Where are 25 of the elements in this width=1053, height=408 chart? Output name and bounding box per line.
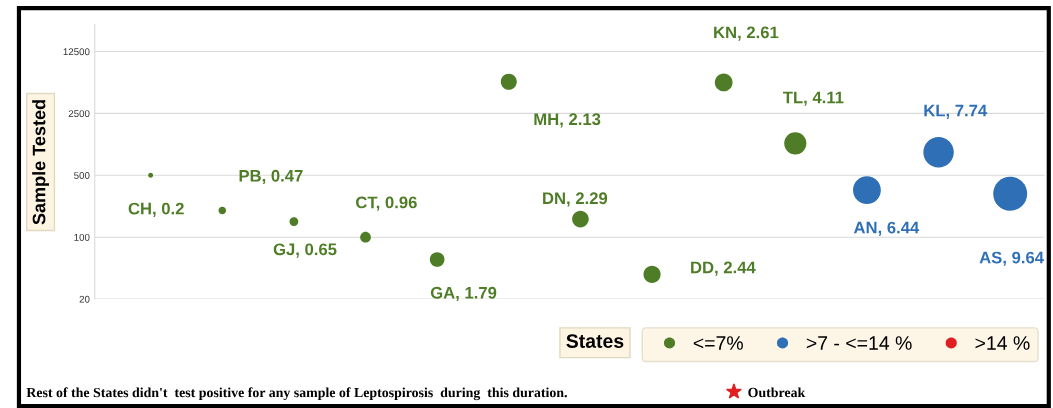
annotation: CT, 0.96: [356, 196, 417, 211]
y-axis-title: Sample Tested: [32, 100, 49, 225]
annotation: TL, 4.11: [782, 91, 844, 106]
legend-label: >7 - <=14 %: [806, 336, 912, 350]
annotation: PB, 0.47: [239, 169, 303, 185]
annotation: GA, 1.79: [430, 286, 497, 302]
y-tick-label: 12500: [63, 48, 90, 56]
x-axis-title: States: [566, 334, 624, 348]
annotation: AS, 9.64: [979, 251, 1044, 266]
y-tick-label: 100: [74, 233, 90, 241]
annotation: DD, 2.44: [691, 261, 756, 276]
annotation: MH, 2.13: [534, 113, 601, 128]
text: Rest of the States didn't test positive for any sample of Leptospirosis during this duration.: [26, 387, 567, 401]
annotation: GJ, 0.65: [273, 243, 337, 258]
y-tick-label: 500: [74, 172, 90, 179]
annotation: KN, 2.61: [714, 26, 779, 41]
annotation: CH, 0.2: [128, 202, 184, 217]
legend-label: >14 %: [975, 336, 1030, 350]
annotation: AN, 6.44: [853, 221, 920, 236]
annotation: DN, 2.29: [543, 192, 608, 207]
y-tick-label: 2500: [68, 110, 90, 118]
text: Outbreak: [748, 387, 806, 398]
legend-label: <=7%: [693, 336, 743, 350]
annotation: KL, 7.74: [924, 104, 988, 119]
y-tick-label: 20: [79, 295, 90, 303]
